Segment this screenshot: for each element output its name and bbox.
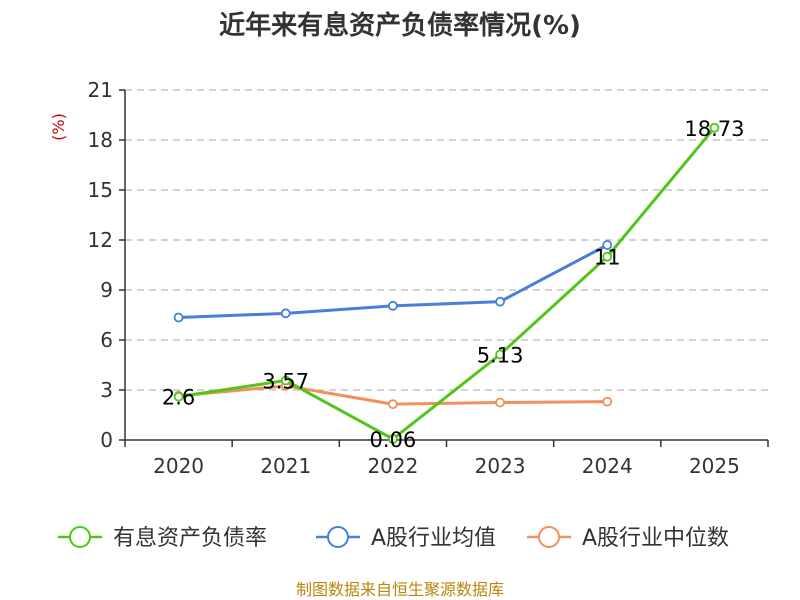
data-point bbox=[388, 300, 398, 311]
y-tick-label: 0 bbox=[100, 428, 113, 452]
data-point bbox=[280, 375, 291, 386]
legend-label: A股行业中位数 bbox=[582, 526, 729, 551]
y-axis-unit: (%) bbox=[49, 113, 68, 141]
legend-swatch-marker bbox=[69, 526, 91, 548]
data-point bbox=[388, 434, 398, 444]
data-point bbox=[173, 312, 184, 323]
data-point bbox=[602, 240, 613, 250]
data-labels: 2.6 3.57 0.06 5.13 11 18.73 bbox=[162, 117, 745, 452]
data-point bbox=[388, 399, 398, 410]
chart-title: 近年来有息资产负债率情况(%) bbox=[219, 10, 581, 41]
y-tick-label: 18 bbox=[88, 128, 113, 152]
data-point bbox=[173, 391, 184, 402]
y-tick-label: 15 bbox=[88, 178, 113, 202]
source-note: 制图数据来自恒生聚源数据库 bbox=[296, 580, 504, 599]
data-point bbox=[495, 296, 505, 307]
series-line-0 bbox=[178, 126, 716, 441]
y-tick-label: 6 bbox=[100, 328, 113, 352]
data-label: 5.13 bbox=[477, 344, 524, 368]
data-label: 2.6 bbox=[162, 386, 195, 410]
legend-label: 有息资产负债率 bbox=[113, 526, 267, 551]
y-tick-label: 12 bbox=[88, 228, 113, 252]
data-label: 11 bbox=[594, 246, 621, 270]
legend-item-0[interactable]: 有息资产负债率 bbox=[58, 526, 267, 551]
y-tick-label: 9 bbox=[100, 278, 113, 302]
data-point bbox=[709, 122, 720, 133]
x-tick-label: 2020 bbox=[153, 454, 204, 478]
legend-item-2[interactable]: A股行业中位数 bbox=[527, 526, 729, 551]
x-tick-label: 2023 bbox=[475, 454, 526, 478]
x-tick-label: 2024 bbox=[582, 454, 633, 478]
data-point bbox=[280, 308, 291, 319]
x-tick-label: 2021 bbox=[260, 454, 311, 478]
data-label: 3.57 bbox=[262, 370, 309, 394]
data-point bbox=[602, 396, 613, 407]
legend-item-1[interactable]: A股行业均值 bbox=[316, 526, 496, 551]
y-tick-label: 3 bbox=[100, 378, 113, 402]
grid-lines bbox=[125, 89, 768, 391]
series-layer bbox=[173, 122, 720, 444]
x-tick-label: 2025 bbox=[689, 454, 740, 478]
axes: 0 3 6 9 12 15 18 21 2020 2021 2022 2023 2024 2025 bbox=[88, 78, 769, 478]
legend: 有息资产负债率 A股行业均值 A股行业中位数 bbox=[58, 526, 729, 551]
data-point bbox=[495, 397, 505, 408]
data-point bbox=[602, 251, 613, 262]
legend-swatch-marker bbox=[327, 526, 349, 548]
data-label: 0.06 bbox=[370, 428, 417, 452]
legend-label: A股行业均值 bbox=[371, 526, 496, 551]
data-point bbox=[495, 349, 505, 360]
x-tick-label: 2022 bbox=[367, 454, 418, 478]
y-tick-label: 21 bbox=[88, 78, 113, 102]
data-label: 18.73 bbox=[684, 117, 744, 141]
legend-swatch-marker bbox=[538, 526, 560, 548]
